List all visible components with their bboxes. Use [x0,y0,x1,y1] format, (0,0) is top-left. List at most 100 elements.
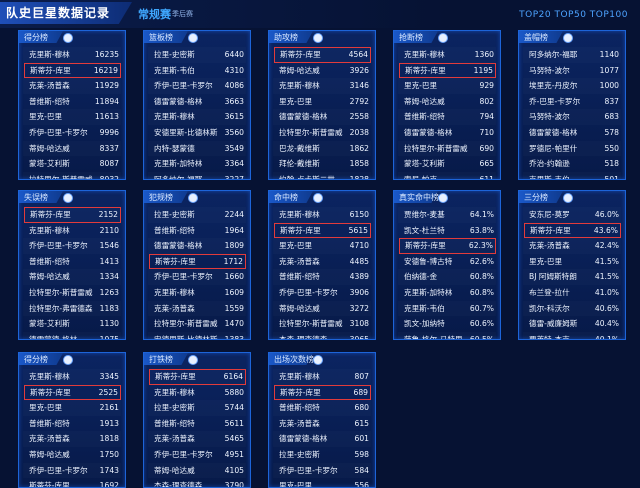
basketball-icon [313,193,323,203]
list-item: 德雷蒙德-格林 578 [523,125,621,141]
player-name: 里克-巴里 [29,112,63,122]
list-item: 普维斯-绍特 1913 [23,416,121,432]
list-item: 乔伊-巴里-卡罗尔 1546 [23,238,121,254]
stat-value: 3663 [224,96,244,106]
list-item: 克里斯-穆林 5880 [148,385,246,401]
list-item: 乔伊-巴里-卡罗尔 584 [273,463,371,479]
top-filter-links[interactable]: TOP20 TOP50 TOP100 [519,10,628,20]
player-name: 乔伊-巴里-卡罗尔 [154,81,213,91]
list-item: 德雷蒙德-格林 601 [273,431,371,447]
stat-value: 680 [354,403,370,413]
stat-value: 1862 [349,143,369,153]
player-name: 拉里-史密斯 [154,210,195,219]
stat-value: 11894 [94,96,119,106]
panel-title-tab [269,353,313,365]
list-item: 克里斯-穆林 16235 [23,47,121,63]
list-item: 克里斯-穆林 2110 [23,223,121,239]
stat-value: 1183 [99,303,119,313]
player-name: 克里斯-加特林 [154,159,203,169]
list-item: 马努特-波尔 683 [523,109,621,125]
stat-panel: 失误榜 斯蒂芬-库里 2152 克里斯-穆林 2110 乔伊-巴里-卡罗尔 1546 普维斯-… [18,190,126,340]
stat-value: 60.8% [469,272,494,282]
player-name: 克里斯-韦伯 [404,303,445,313]
ranking-list: 克里斯-穆林 3345 斯蒂芬-库里 2525 里克-巴里 2161 普维斯-绍特 1913 克… [23,369,121,488]
stat-value: 518 [604,159,620,169]
player-name: 普维斯-绍特 [404,112,445,122]
list-item: 斯蒂芬-库里 1692 [23,478,121,488]
player-name: 普维斯-绍特 [154,225,195,235]
stat-panel: 打铁榜 斯蒂芬-库里 6164 克里斯-穆林 5880 拉里-史密斯 5744 普维斯-绍特 5… [143,352,251,488]
ranking-list: 斯蒂芬-库里 4564 蒂姆-哈达威 3926 克里斯-穆林 3146 里克-巴里 2792 德… [273,47,371,179]
list-item: 斯蒂芬-库里 16219 [24,62,121,79]
list-item: BJ 阿姆斯特朗 41.5% [523,269,621,285]
panel-title-tab [19,353,63,365]
list-item: 安德里斯-比德林斯 1383 [148,332,246,340]
player-name: 拉里-史密斯 [154,50,195,59]
list-item: 克里斯-韦伯 4310 [148,63,246,79]
player-name: 里克-巴里 [404,81,438,91]
player-name: BJ 阿姆斯特朗 [529,272,577,282]
player-name: 里克-巴里 [279,481,313,488]
stat-value: 2152 [98,210,118,219]
player-name: 德雷蒙德-格林 [529,127,578,137]
player-name: 德雷蒙德-格林 [279,112,328,122]
panel-title: 打铁榜 [149,355,173,364]
stat-value: 64.1% [469,210,494,219]
player-name: 乔伊-巴里-卡罗尔 [29,241,88,251]
stat-value: 41.5% [594,256,619,266]
list-item: 拉特里尔-斯普雷威尔 690 [398,141,496,157]
list-item: 安德里斯-比德林斯 3560 [148,125,246,141]
stat-value: 8337 [99,143,119,153]
tab-playoffs[interactable]: 季后赛 [172,10,193,18]
player-name: 斯蒂芬-库里 [530,225,571,235]
stat-value: 1263 [99,287,119,297]
list-item: 斯蒂芬-库里 1712 [149,253,246,270]
panel-title-tab [144,353,188,365]
panel-title-tab [519,191,563,203]
stat-panel: 出场次数榜 克里斯-穆林 807 斯蒂芬-库里 689 普维斯-绍特 680 克莱-汤普森 61… [268,352,376,488]
list-item: 拉特里尔-斯普雷威尔 3108 [273,316,371,332]
stat-value: 2244 [224,210,244,219]
stat-value: 3790 [224,481,244,488]
player-name: 乔治-约翰逊 [529,159,570,169]
stat-value: 1692 [99,481,119,488]
list-item: 克里斯-穆林 1609 [148,285,246,301]
stat-panel: 命中榜 克里斯-穆林 6150 斯蒂芬-库里 5615 里克-巴里 4710 克莱-汤普森 44… [268,190,376,340]
player-name: 蒙塔-艾利斯 [29,159,70,169]
stat-value: 683 [604,112,620,122]
list-item: 里克-巴里 11613 [23,109,121,125]
stat-value: 41.0% [594,287,619,297]
tab-regular-season[interactable]: 常规赛 [138,8,171,21]
panel-title: 得分榜 [24,33,48,42]
player-name: 罗德尼-帕里什 [529,143,578,153]
player-name: 斯蒂芬-库里 [155,372,196,381]
player-name: 里克-巴里 [279,241,313,251]
list-item: 罗德尼-帕里什 550 [523,141,621,157]
list-item: 拉里-史密斯 6440 [148,47,246,63]
basketball-icon [563,193,573,203]
stat-value: 3364 [224,159,244,169]
list-item: 普维斯-绍特 1413 [23,254,121,270]
stat-value: 4105 [224,465,244,475]
stat-value: 60.5% [469,334,494,340]
stat-value: 4389 [349,272,369,282]
list-item: 贾莱特-杰克 40.1% [523,332,621,339]
list-item: 普维斯-绍特 4389 [273,269,371,285]
player-name: 安德里斯-比德林斯 [154,334,218,340]
player-name: 克里斯-穆林 [29,50,70,59]
list-item: 乔伊-巴里-卡罗尔 1743 [23,463,121,479]
player-name: 拉特里尔-斯普雷威尔 [154,319,218,329]
player-name: 里克-巴里 [279,96,313,106]
list-item: 斯蒂芬-库里 1195 [399,62,496,79]
stat-value: 1743 [99,465,119,475]
list-item: 伯纳德-金 60.8% [398,269,496,285]
player-name: 安德里斯-比德林斯 [154,127,218,137]
player-name: 布兰登-拉什 [529,287,570,297]
list-item: 阿多纳尔-福耶 3227 [148,172,246,179]
list-item: 蒂姆-哈达威 802 [398,94,496,110]
panel-title: 抢断榜 [399,33,423,42]
player-name: 克莱-汤普森 [529,241,570,251]
player-name: 克莱-汤普森 [154,303,195,313]
stat-value: 3549 [224,143,244,153]
list-item: 克里斯-穆林 3345 [23,369,121,385]
